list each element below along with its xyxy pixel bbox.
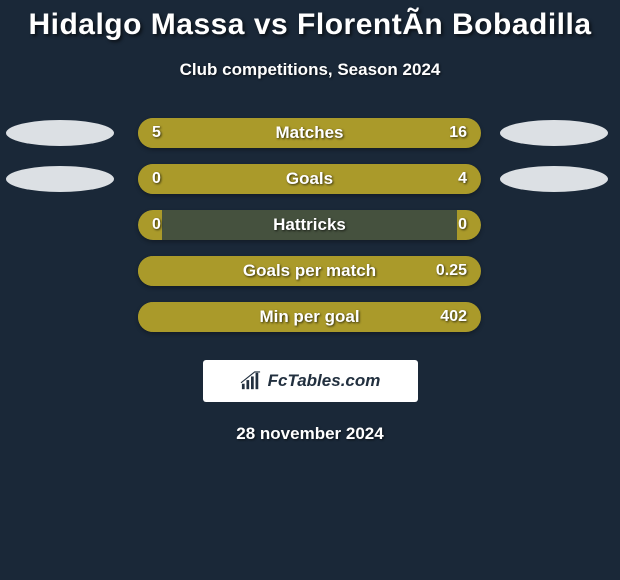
stat-row: Goals0 4 [0, 156, 620, 202]
stat-value-left: 0 [152, 216, 161, 234]
stat-label: Hattricks [138, 215, 481, 235]
stat-bar: Goals per match0.25 [138, 256, 481, 286]
stat-label: Min per goal [138, 307, 481, 327]
bar-chart-icon [240, 371, 262, 391]
stat-label: Goals per match [138, 261, 481, 281]
stat-bar: Hattricks0 0 [138, 210, 481, 240]
player-right-marker [500, 166, 608, 192]
stat-label: Goals [138, 169, 481, 189]
stat-row: Hattricks0 0 [0, 202, 620, 248]
comparison-card: Hidalgo Massa vs FlorentÃ­n Bobadilla Cl… [0, 0, 620, 444]
player-left-marker [6, 166, 114, 192]
bar-left-fill [138, 256, 152, 286]
bar-left-fill [138, 118, 217, 148]
stat-value-right: 16 [449, 124, 467, 142]
page-subtitle: Club competitions, Season 2024 [0, 60, 620, 80]
stat-row: Matches516 [0, 110, 620, 156]
stat-row: Goals per match0.25 [0, 248, 620, 294]
stat-value-left: 5 [152, 124, 161, 142]
page-title: Hidalgo Massa vs FlorentÃ­n Bobadilla [0, 8, 620, 42]
stat-bar: Goals0 4 [138, 164, 481, 194]
stat-value-right: 402 [440, 308, 467, 326]
player-left-marker [6, 120, 114, 146]
stat-value-right: 0 [458, 216, 467, 234]
stat-bar: Matches516 [138, 118, 481, 148]
bar-left-fill [138, 302, 152, 332]
date-label: 28 november 2024 [0, 424, 620, 444]
stat-value-left: 0 [152, 170, 161, 188]
logo-text: FcTables.com [268, 371, 381, 391]
stat-row: Min per goal402 [0, 294, 620, 340]
player-right-marker [500, 120, 608, 146]
stat-value-right: 0.25 [436, 262, 467, 280]
stat-value-right: 4 [458, 170, 467, 188]
stats-list: Matches516Goals04Hattricks00Goals per ma… [0, 110, 620, 340]
logo-badge: FcTables.com [203, 360, 418, 402]
stat-bar: Min per goal402 [138, 302, 481, 332]
